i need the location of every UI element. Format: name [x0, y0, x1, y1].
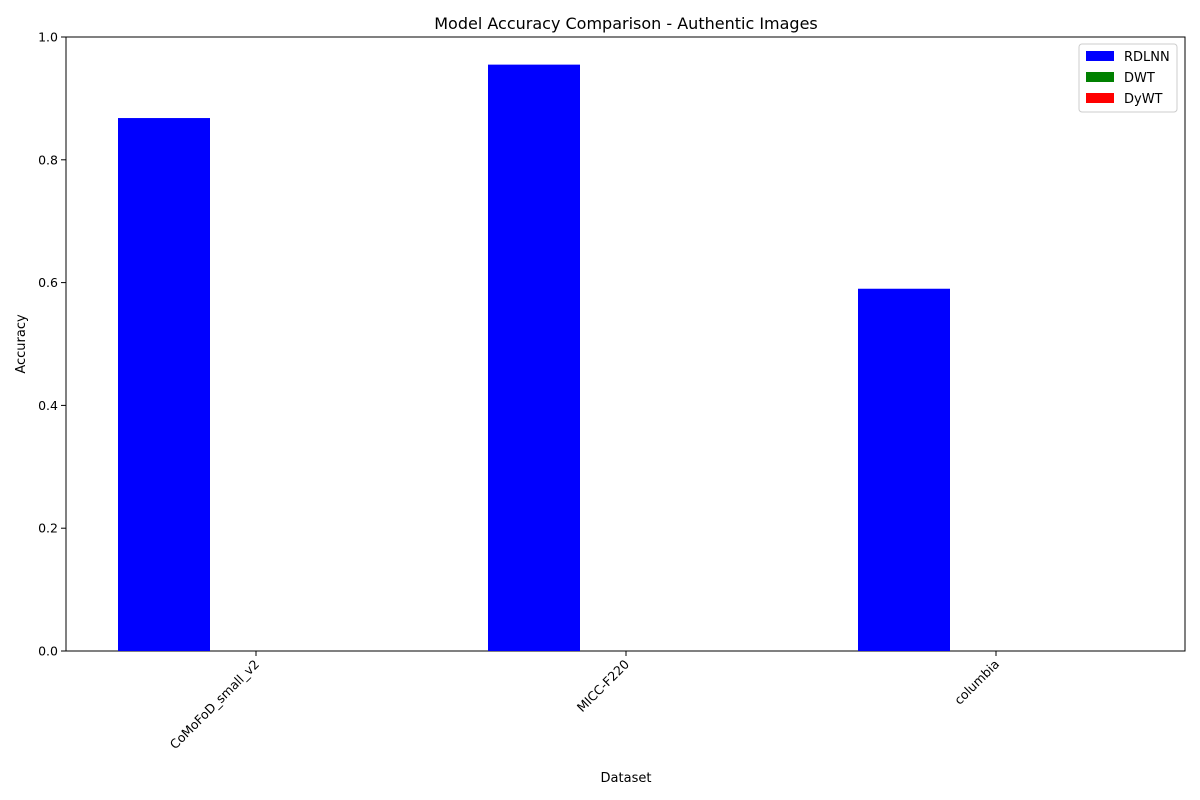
plot-area — [65, 36, 1186, 652]
legend-label-dwt: DWT — [1124, 71, 1155, 86]
legend: RDLNN DWT DyWT — [1078, 43, 1178, 113]
y-tick-label: 0.4 — [38, 398, 58, 413]
legend-label-dywt: DyWT — [1124, 92, 1163, 107]
x-axis-label: Dataset — [601, 771, 652, 786]
x-axis: CoMoFoD_small_v2 MICC-F220 columbia — [167, 651, 1002, 752]
y-tick-label: 0.6 — [38, 275, 58, 290]
legend-swatch-rdlnn — [1086, 51, 1114, 61]
legend-swatch-dywt — [1086, 93, 1114, 103]
y-tick-label: 0.0 — [38, 644, 58, 659]
bar-rdlnn-0 — [118, 118, 210, 652]
y-tick-label: 0.8 — [38, 152, 58, 167]
bars-group — [118, 64, 950, 652]
y-axis-label: Accuracy — [14, 314, 29, 374]
legend-swatch-dwt — [1086, 72, 1114, 82]
x-tick-label-0: CoMoFoD_small_v2 — [167, 657, 262, 752]
y-tick-label: 0.2 — [38, 521, 58, 536]
x-tick-label-2: columbia — [951, 657, 1002, 708]
bar-rdlnn-2 — [858, 288, 950, 651]
y-axis: 0.0 0.2 0.4 0.6 0.8 1.0 — [38, 30, 66, 659]
y-tick-label: 1.0 — [38, 30, 58, 45]
legend-label-rdlnn: RDLNN — [1124, 50, 1170, 65]
x-tick-label-1: MICC-F220 — [574, 656, 632, 714]
bar-rdlnn-1 — [488, 64, 580, 651]
chart-title: Model Accuracy Comparison - Authentic Im… — [434, 14, 818, 33]
plot-frame — [65, 36, 1186, 652]
